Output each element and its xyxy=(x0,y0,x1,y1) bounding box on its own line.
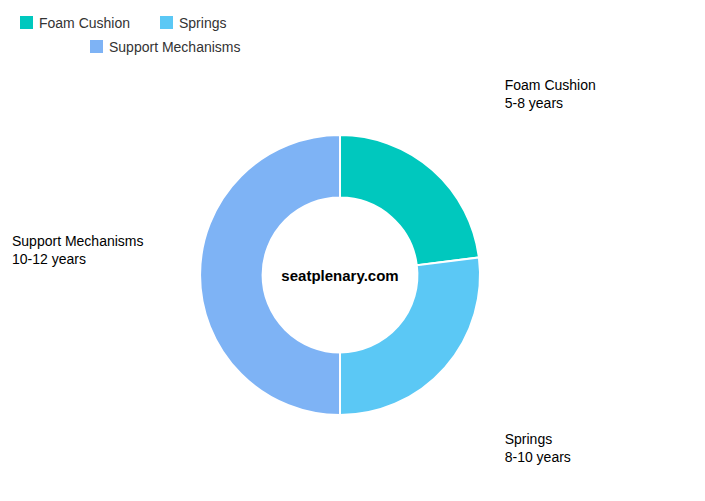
center-text: seatplenary.com xyxy=(281,267,398,284)
slice-annotation: Support Mechanisms 10-12 years xyxy=(12,233,144,267)
legend-swatch xyxy=(20,16,33,29)
background xyxy=(0,0,705,501)
slice-annotation: Foam Cushion 5-8 years xyxy=(505,77,596,111)
annotation-label: Foam Cushion xyxy=(505,77,596,93)
legend-swatch xyxy=(160,16,173,29)
slice-annotation: Springs 8-10 years xyxy=(505,431,571,465)
donut xyxy=(200,135,480,415)
legend-item: Support Mechanisms xyxy=(90,39,241,55)
legend-item: Springs xyxy=(160,15,226,31)
legend: Foam Cushion Springs Support Mechanisms xyxy=(20,15,241,55)
annotation-label: Springs xyxy=(505,431,552,447)
legend-label: Foam Cushion xyxy=(39,15,130,31)
donut-slice xyxy=(340,135,479,265)
annotation-sublabel: 5-8 years xyxy=(505,95,563,111)
annotation-label: Support Mechanisms xyxy=(12,233,144,249)
annotation-sublabel: 10-12 years xyxy=(12,251,86,267)
legend-swatch xyxy=(90,40,103,53)
legend-label: Springs xyxy=(179,15,226,31)
chart: seatplenary.com Foam Cushion 5-8 years Spri… xyxy=(0,0,705,501)
legend-item: Foam Cushion xyxy=(20,15,130,31)
legend-label: Support Mechanisms xyxy=(109,39,241,55)
annotation-sublabel: 8-10 years xyxy=(505,449,571,465)
